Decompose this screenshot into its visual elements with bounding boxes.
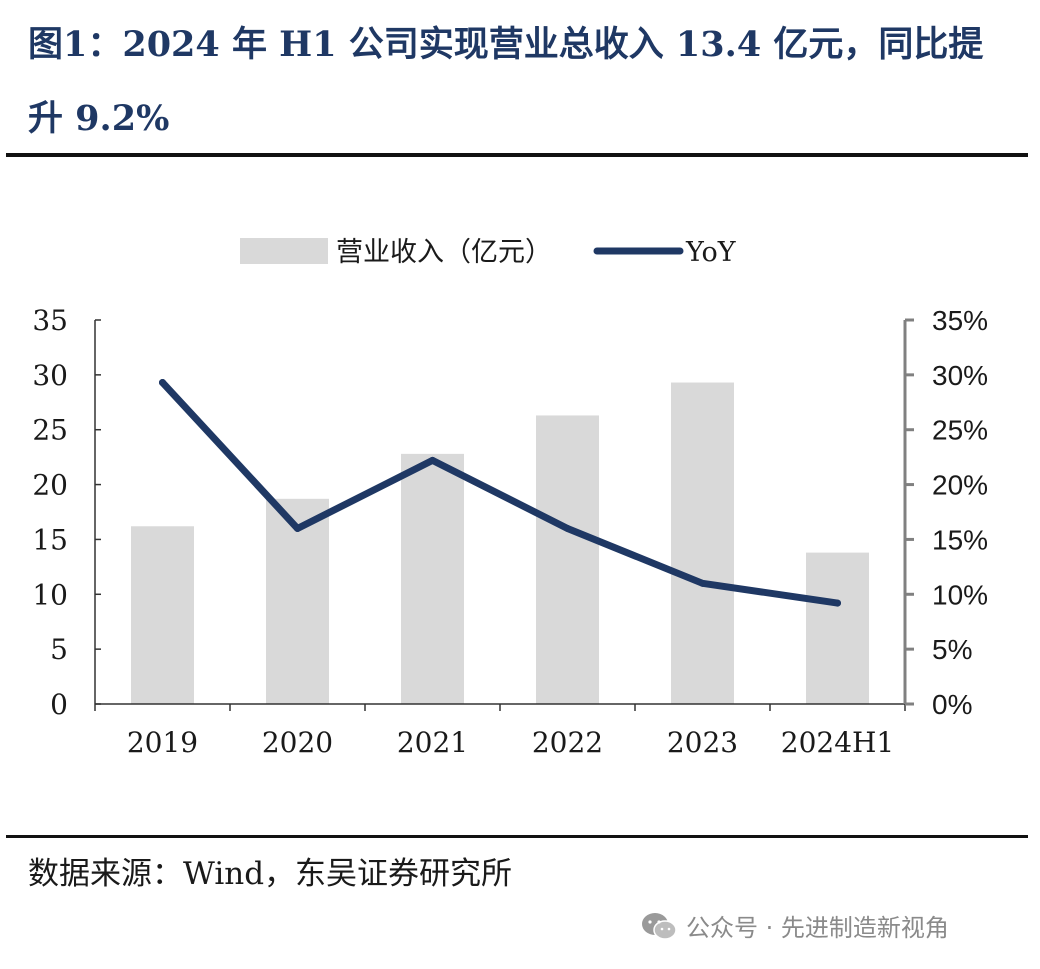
yoy-point-2020 bbox=[294, 524, 301, 532]
yoy-point-2023 bbox=[699, 579, 706, 587]
left-axis-tick-label: 0 bbox=[50, 688, 68, 721]
bar-2020 bbox=[266, 498, 329, 704]
bottom-divider bbox=[6, 835, 1028, 838]
x-axis-tick-label: 2022 bbox=[532, 726, 603, 759]
wechat-icon bbox=[642, 912, 677, 940]
right-axis-tick-label: 15% bbox=[932, 524, 988, 555]
right-axis-tick-label: 10% bbox=[932, 579, 988, 610]
chart-title: 图1：2024 年 H1 公司实现营业总收入 13.4 亿元，同比提升 9.2% bbox=[28, 24, 984, 139]
left-axis-tick-label: 30 bbox=[32, 359, 68, 392]
yoy-line bbox=[159, 379, 841, 607]
bar-2021 bbox=[401, 453, 464, 704]
yoy-point-2019 bbox=[159, 379, 166, 387]
yoy-point-2022 bbox=[564, 524, 571, 532]
combo-chart: 营业收入（亿元） YoY 0 5 10 15 20 25 30 35 2019 2020 2021 202… bbox=[32, 237, 988, 759]
right-axis-tick-label: 20% bbox=[932, 470, 988, 501]
right-axis-tick-label: 0% bbox=[932, 689, 972, 720]
bar-2019 bbox=[131, 526, 194, 704]
right-axis-tick-label: 30% bbox=[932, 360, 988, 391]
bar-2024H1 bbox=[806, 552, 869, 704]
yoy-point-2021 bbox=[429, 456, 436, 464]
left-axis-tick-label: 15 bbox=[32, 523, 68, 556]
x-axis-tick-label: 2021 bbox=[397, 726, 468, 759]
left-axis-tick-label: 5 bbox=[50, 633, 68, 666]
right-axis-tick-label: 35% bbox=[932, 305, 988, 336]
left-axis-tick-label: 10 bbox=[32, 578, 68, 611]
left-axis-tick-label: 35 bbox=[32, 304, 68, 337]
top-divider bbox=[6, 153, 1028, 157]
x-axis-tick-label: 2024H1 bbox=[781, 726, 895, 759]
left-axis-tick-label: 25 bbox=[32, 414, 68, 447]
legend-swatch-bar bbox=[240, 238, 328, 264]
x-axis-tick-label: 2019 bbox=[127, 726, 198, 759]
bar-2023 bbox=[671, 382, 734, 704]
yoy-point-2024H1 bbox=[834, 599, 841, 607]
right-axis-tick-label: 5% bbox=[932, 634, 972, 665]
x-axis-tick-label: 2020 bbox=[262, 726, 333, 759]
legend-label-bar: 营业收入（亿元） bbox=[336, 237, 552, 268]
left-axis-tick-label: 20 bbox=[32, 469, 68, 502]
bar-2022 bbox=[536, 415, 599, 704]
x-axis-tick-label: 2023 bbox=[667, 726, 738, 759]
right-axis-tick-label: 25% bbox=[932, 415, 988, 446]
watermark-text: 公众号 · 先进制造新视角 bbox=[686, 914, 949, 942]
watermark: 公众号 · 先进制造新视角 bbox=[640, 908, 949, 943]
data-source: 数据来源：Wind，东吴证券研究所 bbox=[28, 856, 513, 892]
legend-label-line: YoY bbox=[685, 237, 737, 268]
